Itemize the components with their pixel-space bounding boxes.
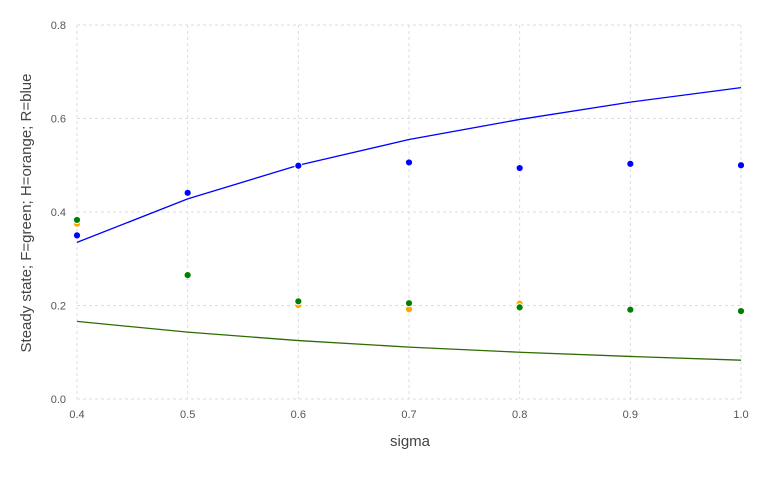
data-point-f [404,299,414,308]
series-line-r [76,87,742,243]
x-tick-label: 1.0 [733,409,748,421]
y-tick-label: 0.0 [51,394,66,406]
y-tick-labels: 0.0 0.2 0.4 0.6 0.8 [51,20,66,406]
x-tick-label: 0.6 [291,409,306,421]
data-point-r [736,161,746,170]
x-tick-label: 0.4 [69,409,84,421]
data-point-f [626,305,635,314]
x-axis-title: sigma [390,433,431,450]
data-point-f [294,297,303,306]
data-point-f [736,307,746,316]
series-line-f-line [76,320,742,361]
data-point-r [404,158,414,167]
y-tick-label: 0.2 [51,301,66,313]
data-point-r [626,159,635,168]
y-tick-label: 0.8 [51,20,66,32]
data-point-r [183,188,192,197]
data-point-f [183,271,192,280]
y-axis-title: Steady state; F=green; H=orange; R=blue [18,74,35,353]
x-tick-label: 0.7 [401,409,416,421]
series [72,87,746,361]
y-tick-label: 0.6 [51,114,66,126]
x-tick-label: 0.5 [180,409,195,421]
data-point-f [72,215,82,225]
x-tick-label: 0.9 [623,409,638,421]
x-tick-labels: 0.4 0.5 0.6 0.7 0.8 0.9 1.0 [69,409,748,421]
data-point-r [294,161,303,170]
y-tick-label: 0.4 [51,207,66,219]
gridlines [76,24,742,400]
x-tick-label: 0.8 [512,409,527,421]
data-point-f [515,303,524,312]
data-point-r [72,231,82,240]
data-point-r [515,163,524,173]
